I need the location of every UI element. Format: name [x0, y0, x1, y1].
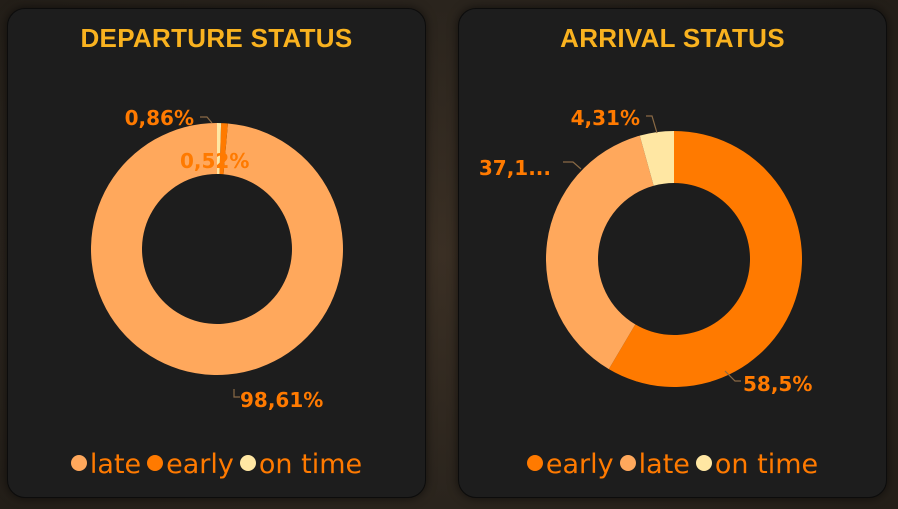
arrival-data-label-early: 58,5%: [743, 372, 812, 396]
arrival-donut-chart: 58,5% 37,1... 4,31%: [479, 106, 813, 396]
arrival-slice-early[interactable]: [608, 131, 802, 387]
arrival-chart-title: ARRIVAL STATUS: [560, 23, 785, 53]
departure-legend-label-on-time: on time: [258, 449, 363, 480]
departure-legend-label-late: late: [89, 449, 142, 480]
arrival-legend-item-late[interactable]: late: [619, 449, 690, 480]
arrival-legend-dot-on-time: [695, 455, 712, 471]
arrival-data-label-late: 37,1...: [479, 156, 551, 180]
departure-legend-dot-on-time: [239, 455, 256, 471]
departure-legend: late early on time: [8, 449, 425, 480]
departure-leader-line-early: [200, 116, 213, 124]
departure-donut-chart: 98,61% 0,86% 0,52%: [91, 106, 344, 412]
arrival-leader-line-on-time: [646, 115, 658, 134]
arrival-legend-label-late: late: [638, 449, 690, 480]
departure-legend-item-early[interactable]: early: [147, 449, 234, 480]
departure-legend-dot-late: [70, 455, 87, 471]
departure-legend-dot-early: [147, 455, 164, 471]
arrival-legend-label-on-time: on time: [714, 449, 819, 480]
departure-slice-on-time[interactable]: [217, 123, 222, 175]
arrival-legend-item-early[interactable]: early: [526, 449, 614, 480]
departure-data-label-early: 0,86%: [125, 106, 194, 130]
departure-status-card: DEPARTURE STATUS 98,61% 0,86% 0,52% late ea…: [7, 8, 426, 498]
departure-legend-item-on-time[interactable]: on time: [239, 449, 363, 480]
arrival-legend: early late on time: [459, 449, 886, 480]
arrival-status-card: ARRIVAL STATUS 58,5% 37,1... 4,31% early la…: [458, 8, 887, 498]
arrival-data-label-on-time: 4,31%: [571, 106, 640, 130]
departure-data-label-on-time: 0,52%: [180, 149, 249, 173]
departure-chart-title: DEPARTURE STATUS: [80, 23, 353, 53]
arrival-legend-dot-late: [619, 455, 636, 471]
departure-legend-label-early: early: [166, 449, 234, 480]
departure-leader-line-late: [233, 389, 240, 398]
departure-data-label-late: 98,61%: [240, 388, 323, 412]
departure-legend-item-late[interactable]: late: [70, 449, 142, 480]
arrival-legend-label-early: early: [545, 449, 614, 480]
arrival-slice-on-time[interactable]: [639, 131, 674, 186]
arrival-legend-dot-early: [526, 455, 543, 471]
arrival-leader-line-early: [724, 370, 741, 382]
departure-slice-early[interactable]: [219, 123, 228, 175]
departure-slice-late[interactable]: [91, 123, 344, 375]
arrival-leader-line-late: [563, 161, 582, 170]
arrival-slice-late[interactable]: [546, 135, 654, 370]
arrival-legend-item-on-time[interactable]: on time: [695, 449, 819, 480]
